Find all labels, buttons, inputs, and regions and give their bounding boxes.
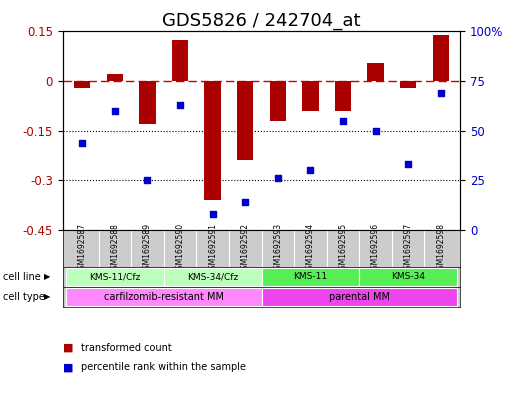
Text: GSM1692588: GSM1692588 (110, 223, 119, 274)
Text: GSM1692587: GSM1692587 (78, 223, 87, 274)
Bar (262, 288, 457, 305)
Text: cell type: cell type (3, 292, 44, 301)
Point (274, 175, 282, 182)
Text: KMS-34: KMS-34 (391, 272, 425, 281)
Point (306, 167, 314, 174)
Bar (262, 268, 359, 286)
Text: ■: ■ (63, 362, 73, 373)
Text: GSM1692597: GSM1692597 (404, 223, 413, 274)
Text: GSM1692598: GSM1692598 (436, 223, 445, 274)
Text: KMS-34/Cfz: KMS-34/Cfz (187, 272, 238, 281)
Bar (204, 81, 221, 200)
Text: GSM1692593: GSM1692593 (274, 223, 282, 274)
Bar (139, 81, 156, 124)
Text: ■: ■ (63, 343, 73, 353)
Bar (335, 81, 351, 111)
Text: cell line: cell line (3, 272, 40, 282)
Text: KMS-11: KMS-11 (293, 272, 327, 281)
Text: GSM1692594: GSM1692594 (306, 223, 315, 274)
Bar (359, 268, 457, 286)
Text: KMS-11/Cfz: KMS-11/Cfz (89, 272, 141, 281)
Text: parental MM: parental MM (329, 292, 390, 301)
Bar (367, 63, 384, 81)
Text: GSM1692595: GSM1692595 (338, 223, 347, 274)
Text: GSM1692592: GSM1692592 (241, 223, 249, 274)
Point (339, 118, 347, 124)
Text: ▶: ▶ (44, 272, 51, 281)
Point (437, 90, 445, 96)
Point (241, 199, 249, 205)
Bar (74, 81, 90, 88)
Text: transformed count: transformed count (81, 343, 172, 353)
Point (209, 211, 217, 217)
Bar (237, 81, 253, 160)
Text: GSM1692596: GSM1692596 (371, 223, 380, 274)
Point (371, 128, 380, 134)
Point (176, 102, 184, 108)
Point (111, 108, 119, 114)
Point (78, 140, 86, 146)
Text: GSM1692589: GSM1692589 (143, 223, 152, 274)
Text: ▶: ▶ (44, 292, 51, 301)
Bar (433, 35, 449, 81)
Bar (107, 74, 123, 81)
Title: GDS5826 / 242704_at: GDS5826 / 242704_at (162, 12, 361, 30)
Text: carfilzomib-resistant MM: carfilzomib-resistant MM (104, 292, 224, 301)
Text: percentile rank within the sample: percentile rank within the sample (81, 362, 246, 373)
Text: GSM1692591: GSM1692591 (208, 223, 217, 274)
Bar (400, 81, 416, 88)
Bar (66, 268, 164, 286)
Bar (66, 288, 262, 305)
Bar (270, 81, 286, 121)
Bar (164, 268, 262, 286)
Point (143, 177, 152, 184)
Bar (172, 40, 188, 81)
Point (404, 161, 412, 167)
Text: GSM1692590: GSM1692590 (176, 223, 185, 274)
Bar (302, 81, 319, 111)
